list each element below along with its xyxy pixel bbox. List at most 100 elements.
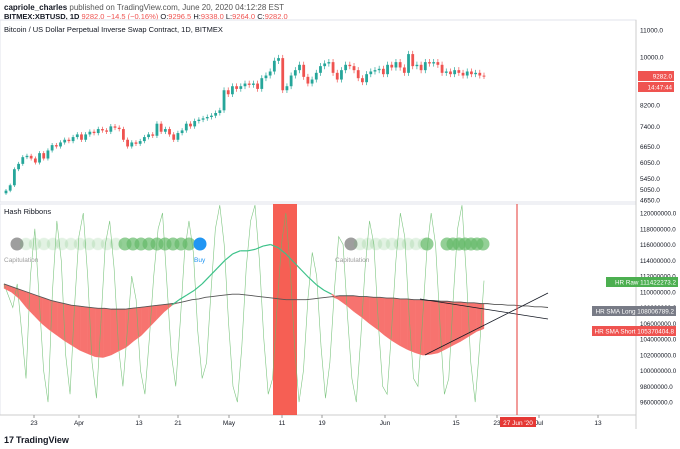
candle-body (67, 139, 71, 142)
price-y-tick-label: 10000.0 (640, 54, 664, 61)
indicator-y-tick-label: 102000000.0 (640, 352, 677, 359)
x-tick-label: Apr (74, 420, 85, 427)
x-tick-label: 19 (318, 420, 326, 427)
candle-body (327, 62, 331, 64)
hr-sma-short-segment (133, 334, 142, 342)
change-label: −14.5 (−0.16%) (106, 12, 159, 21)
high-label: H: (193, 12, 201, 21)
hr-sma-short-segment (26, 307, 35, 316)
tradingview-logo[interactable]: 17 TradingView (4, 435, 69, 445)
recovery-dot-faint (55, 237, 69, 251)
date-cursor-label: 27 Jun '20 (503, 420, 533, 427)
candle-body (281, 58, 285, 91)
hr-raw-line (3, 205, 485, 403)
candle-body (50, 145, 54, 151)
hr-sma-short-segment (125, 340, 134, 348)
candle-body (373, 70, 377, 72)
hr-sma-short-segment (224, 253, 233, 261)
candle-body (142, 137, 146, 142)
candle-body (411, 54, 415, 67)
hr-sma-short-segment (247, 248, 256, 252)
hr-raw-series (3, 205, 485, 403)
price-pane-title: Bitcoin / US Dollar Perpetual Inverse Sw… (4, 25, 223, 34)
countdown-badge-text: 14:47:44 (647, 84, 672, 91)
candle-body (361, 78, 364, 83)
candle-body (222, 90, 226, 111)
hr-sma-short-segment (11, 291, 20, 299)
x-tick-label: 13 (135, 420, 143, 427)
hr-sma-short-segment (376, 328, 386, 336)
candle-body (394, 62, 398, 68)
symbol-label[interactable]: BITMEX:XBTUSD, 1D (4, 12, 80, 21)
hr-sma-short-segment (3, 287, 12, 293)
annotation-buy: Buy (194, 257, 206, 264)
last-price-badge-text: 9282.0 (653, 73, 673, 80)
candle-body (193, 121, 197, 127)
hr-sma-short-segment (262, 243, 271, 247)
candle-body (17, 163, 20, 170)
candle-body (365, 74, 368, 83)
x-tick-label: May (223, 420, 236, 427)
close-label: C: (257, 12, 265, 21)
candle-body (226, 90, 230, 95)
capitulation-bar (273, 204, 297, 415)
time-x-axis: 23 Apr 13 21 May 11 19 Jun 15 23 Jul 13 (30, 415, 602, 427)
price-y-tick-label: 6650.0 (640, 144, 660, 151)
candle-body (478, 72, 482, 76)
candle-body (423, 62, 427, 71)
hr-sma-short-segment (194, 283, 203, 291)
candle-body (117, 127, 121, 130)
drawn-trendlines (419, 292, 549, 356)
hr-sma-short-segment (110, 350, 119, 356)
candle-body (134, 142, 138, 144)
high-value: 9338.0 (200, 12, 224, 21)
trendline-down[interactable] (419, 298, 549, 320)
candle-body (398, 62, 402, 68)
tradingview-mark-icon: 17 (4, 435, 15, 445)
author-name: capriole_charles (4, 3, 68, 12)
price-y-tick-label: 8200.0 (640, 102, 660, 109)
publisher-line: capriole_charles published on TradingVie… (4, 3, 284, 12)
price-pane-border (0, 19, 637, 203)
recovery-dot (182, 237, 196, 251)
candle-body (386, 64, 389, 75)
hr-sma-short-segment (118, 346, 127, 352)
recovery-dot-faint (361, 237, 375, 251)
ribbon-fill-segment (430, 300, 439, 355)
annotation-capitulation-1: Capitulation (4, 257, 39, 264)
candle-body (482, 75, 486, 77)
candle-body (256, 83, 259, 89)
signal-annotations: Capitulation Buy Capitulation (4, 257, 370, 264)
annotation-capitulation-2: Capitulation (335, 257, 370, 264)
candle-body (38, 153, 41, 163)
candle-body (176, 133, 180, 140)
hr-sma-short-segment (209, 267, 218, 277)
hr-sma-short-segment (41, 322, 51, 331)
candle-body (348, 64, 352, 67)
buy-dot (193, 237, 207, 251)
candle-body (168, 129, 171, 135)
candle-body (214, 112, 218, 116)
low-label: L: (225, 12, 233, 21)
open-value: 9296.5 (168, 12, 192, 21)
hr-sma-short-segment (369, 322, 378, 330)
ribbon-fill-segment (392, 297, 401, 346)
capitulation-highlight-bar (273, 204, 297, 415)
indicator-y-tick-label: 114000000.0 (640, 258, 676, 265)
candle-body (210, 115, 213, 118)
hr-sma-long-line (3, 283, 549, 310)
candle-body (80, 134, 83, 140)
hr-sma-short-segment (34, 315, 43, 324)
hr-sma-short-segment (453, 340, 462, 346)
hr-sma-short-segment (285, 253, 294, 263)
candle-body (264, 75, 268, 79)
candle-body (205, 117, 209, 119)
candle-body (155, 123, 159, 136)
candle-body (113, 126, 117, 128)
recovery-dot-faint (401, 237, 415, 251)
hr-sma-short-segment (72, 344, 81, 351)
candle-body (8, 185, 12, 191)
hr-sma-short-segment (277, 247, 287, 255)
trendline-up[interactable] (424, 292, 549, 356)
